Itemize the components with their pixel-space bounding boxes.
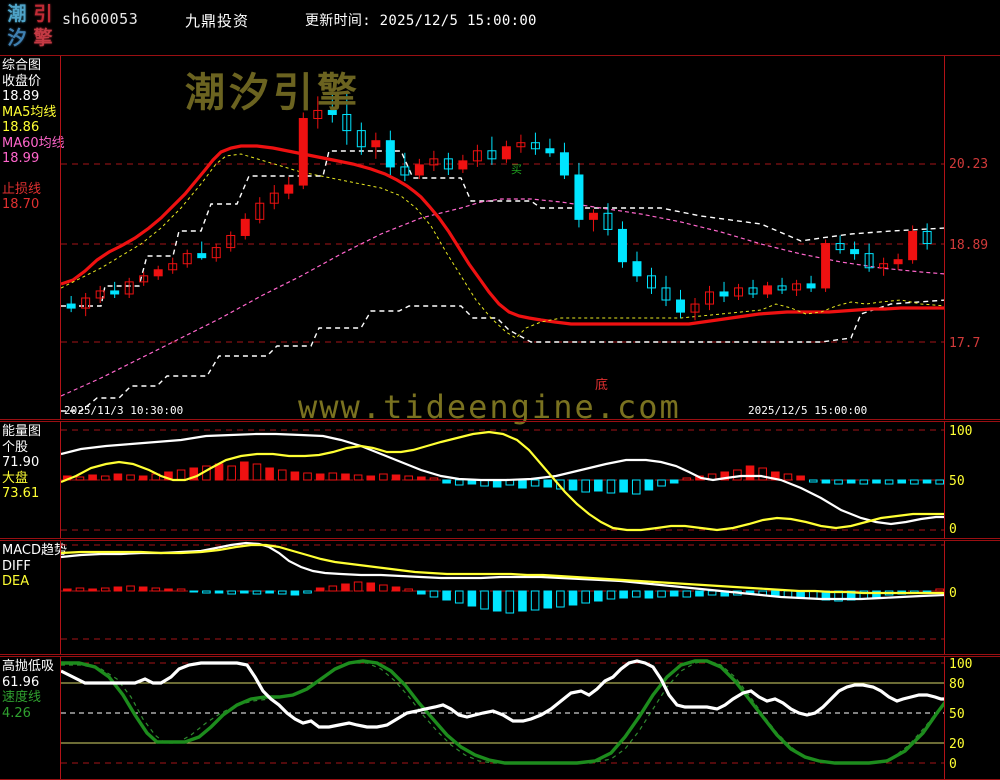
legend-label-speed: 速度线 [2, 690, 42, 705]
date-label-start: 2025/11/3 10:30:00 [64, 404, 184, 417]
price-axis-label-0: 20.23 [949, 157, 989, 172]
legend-label-stoploss: 止损线 [2, 181, 42, 197]
logo-char-3: 汐 [7, 27, 27, 49]
legend-label-market: 大盘 [2, 470, 29, 486]
osc-main-line [61, 659, 944, 729]
price-axis: 20.23 18.89 17.7 [945, 56, 1000, 419]
logo-char-2: 引 [33, 3, 53, 25]
watermark-url: www.tideengine.com [298, 388, 681, 426]
macd-axis: 0 [945, 541, 1000, 654]
energy-axis-label-1: 50 [949, 474, 965, 489]
energy-axis-label-0: 100 [949, 424, 973, 439]
energy-panel-title: 能量图 [2, 424, 42, 439]
date-label-end: 2025/12/5 15:00:00 [748, 404, 868, 417]
header-bar: 潮 引 汐 擎 sh600053 九鼎投资 更新时间: 2025/12/5 15… [0, 0, 1000, 52]
osc-axis-label-0: 100 [949, 657, 973, 672]
osc-legend: 高抛低吸 61.96 速度线 4.26 [2, 659, 60, 721]
osc-axis-label-1: 80 [949, 677, 965, 692]
price-axis-label-1: 18.89 [949, 238, 989, 253]
candlestick-series [66, 92, 932, 321]
legend-value-close: 18.89 [2, 89, 40, 104]
macd-plot-area [60, 541, 945, 654]
legend-label-ma60: MA60均线 [2, 135, 65, 151]
macd-panel: MACD趋势 DIFF DEA 0 [0, 540, 1000, 655]
energy-legend: 能量图 个股 71.90 大盘 73.61 [2, 424, 60, 502]
energy-axis: 100 50 0 [945, 422, 1000, 538]
stock-name: 九鼎投资 [185, 12, 250, 30]
logo-char-4: 擎 [33, 27, 53, 49]
osc-speed-line [61, 659, 944, 765]
energy-market-line [61, 430, 944, 532]
legend-value-stoploss: 18.70 [2, 197, 40, 212]
stock-code: sh600053 [62, 10, 139, 28]
osc-axis-label-4: 0 [949, 757, 957, 772]
osc-axis: 100 80 50 20 0 [945, 657, 1000, 779]
legend-value-speed: 4.26 [2, 705, 31, 721]
osc-chart-svg [61, 659, 944, 765]
price-axis-label-2: 17.7 [949, 336, 981, 351]
watermark-brand: 潮汐引擎 [185, 70, 361, 116]
legend-label-stock: 个股 [2, 439, 29, 455]
legend-label-dea: DEA [2, 574, 30, 589]
osc-gridline-80 [61, 682, 944, 744]
signal-marker-buy: 买 [511, 163, 522, 176]
ma60-line [61, 198, 944, 397]
ma5-line [61, 144, 944, 326]
energy-axis-label-2: 0 [949, 522, 957, 537]
lower-band-line [61, 299, 944, 412]
logo-char-1: 潮 [7, 3, 27, 25]
legend-value-ma60: 18.99 [2, 151, 40, 166]
energy-chart-svg [61, 429, 944, 532]
app-logo: 潮 引 汐 擎 [4, 2, 56, 50]
legend-value-ma5: 18.86 [2, 120, 40, 135]
price-legend: 综合图 收盘价 18.89 MA5均线 18.86 MA60均线 18.99 止… [2, 58, 65, 213]
macd-legend: MACD趋势 DIFF DEA [2, 543, 67, 590]
bottom-annotation: 底 [595, 378, 609, 393]
osc-panel-title: 高抛低吸 [2, 659, 55, 674]
close-trace-line [61, 153, 944, 339]
energy-histogram [63, 461, 944, 495]
energy-plot-area [60, 422, 945, 538]
legend-label-close: 收盘价 [2, 73, 42, 89]
price-panel: 综合图 收盘价 18.89 MA5均线 18.86 MA60均线 18.99 止… [0, 55, 1000, 420]
legend-value-stock: 71.90 [2, 455, 40, 470]
macd-chart-svg [61, 541, 944, 640]
energy-stock-line [61, 432, 944, 526]
osc-axis-label-2: 50 [949, 707, 965, 722]
update-time: 更新时间: 2025/12/5 15:00:00 [305, 13, 537, 29]
legend-value-osc: 61.96 [2, 674, 40, 690]
legend-label-diff: DIFF [2, 558, 31, 574]
oscillator-panel: 高抛低吸 61.96 速度线 4.26 [0, 656, 1000, 780]
price-gridlines [61, 163, 944, 343]
osc-plot-area [60, 657, 945, 779]
macd-panel-title: MACD趋势 [2, 543, 67, 558]
legend-label-ma5: MA5均线 [2, 104, 57, 120]
price-plot-area: 买 底 [60, 56, 945, 419]
osc-speed-dashed-line [61, 660, 944, 764]
macd-dea-line [61, 543, 944, 595]
upper-band-line [61, 150, 944, 307]
svg-text:买: 买 [511, 163, 522, 176]
price-panel-title: 综合图 [2, 58, 42, 73]
osc-axis-label-3: 20 [949, 737, 965, 752]
macd-axis-label-0: 0 [949, 586, 957, 601]
legend-value-market: 73.61 [2, 486, 40, 501]
macd-diff-line [61, 541, 944, 601]
energy-panel: 能量图 个股 71.90 大盘 73.61 100 50 0 [0, 421, 1000, 539]
price-chart-svg: 买 [61, 92, 944, 412]
